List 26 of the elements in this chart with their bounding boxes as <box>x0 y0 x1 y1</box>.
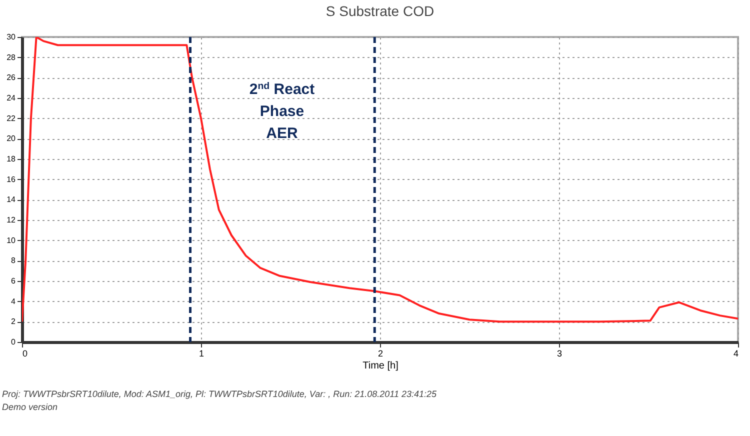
y-tick-label: 20 <box>6 134 16 144</box>
y-tick-label: 28 <box>6 52 16 62</box>
x-tick-label: 2 <box>378 348 384 358</box>
y-tick-label: 14 <box>6 195 16 204</box>
text: Proj: TWWTPsbrSRT10dilute, Mod: ASM1_orig, Pl: TWWTPsbrSRT10dilute, Var: , Run: 21.08.2011 23:41:25 <box>2 389 438 399</box>
x-tick-label: 3 <box>556 348 562 358</box>
y-tick-label: 0 <box>11 338 16 346</box>
y-tick-label: 8 <box>11 256 16 266</box>
y-tick-label: 22 <box>6 114 16 123</box>
x-tick-label: 4 <box>733 348 738 358</box>
y-tick-label: 18 <box>6 154 16 164</box>
y-tick-label: 12 <box>6 216 16 224</box>
y-tick-label: 26 <box>6 73 16 82</box>
x-axis-title: Time [h] <box>362 360 399 372</box>
annotation: 2$^{nd}$ React Phase AER <box>249 80 315 142</box>
y-tick-label: 16 <box>6 174 16 184</box>
y-tick-label: 4 <box>11 296 16 306</box>
y-tick-label: 10 <box>6 236 16 245</box>
x-tick-label: 1 <box>198 348 204 358</box>
y-tick-label: 24 <box>6 94 16 102</box>
chart-title: S Substrate COD <box>326 3 434 19</box>
y-tick-label: 30 <box>6 32 16 42</box>
text: Demo version <box>2 402 58 412</box>
y-tick-label: 6 <box>11 276 16 286</box>
x-tick-label: 0 <box>22 348 28 358</box>
y-tick-label: 2 <box>11 317 16 326</box>
